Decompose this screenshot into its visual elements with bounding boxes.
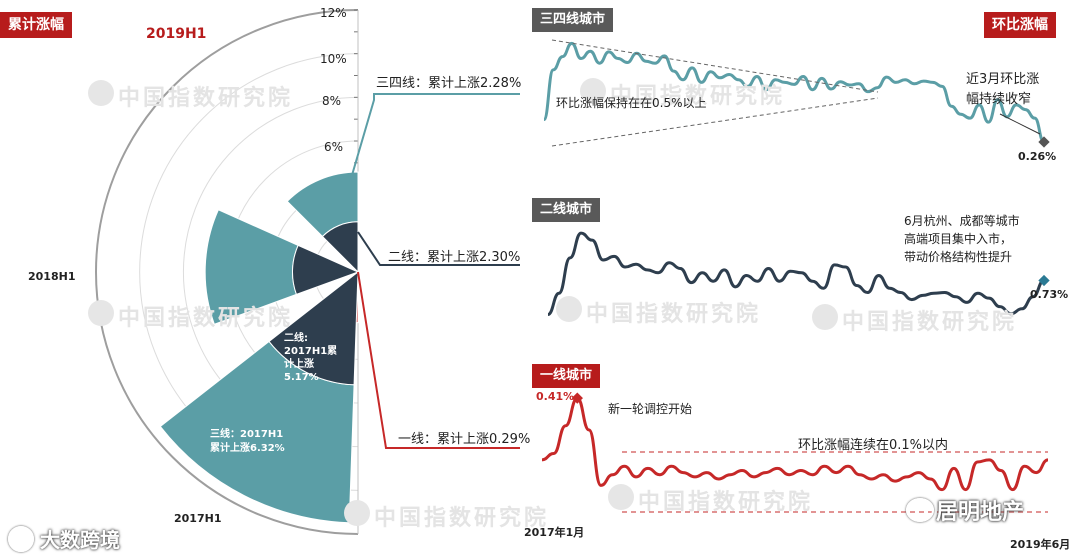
tier3-note-line1: 近3月环比涨: [966, 72, 1040, 87]
sector-2017-tier2: [268, 270, 359, 386]
callout-tier1: 一线：累计上涨0.29%: [398, 432, 531, 447]
polar-outer-arc: [95, 9, 359, 535]
tier3-annotation: 环比涨幅保持在在0.5%以上: [556, 96, 707, 110]
watermark: 中国指数研究院: [610, 84, 786, 109]
trend-line-top: [551, 39, 879, 93]
watermark: 中国指数研究院: [374, 506, 550, 531]
tier3-title: 三四线城市: [532, 8, 614, 32]
watermark-logo-icon: [556, 296, 582, 322]
line-tier2: [547, 231, 1045, 316]
axis-tick: 10%: [320, 52, 347, 66]
tier1-band-note: 环比涨幅连续在0.1%以内: [798, 438, 949, 453]
brand-logo-icon: [8, 526, 34, 552]
watermark-logo-icon: [608, 484, 634, 510]
x-axis-start: 2017年1月: [524, 526, 585, 539]
sector-2019-tier2: [321, 221, 359, 274]
period-title: 2019H1: [146, 26, 207, 42]
watermark-logo-icon: [88, 80, 114, 106]
watermark: 中国指数研究院: [118, 306, 294, 331]
tier3-end-label: 0.26%: [1018, 150, 1057, 163]
x-axis-end: 2019年6月: [1010, 538, 1071, 551]
callout-tier2: 二线：累计上涨2.30%: [388, 250, 521, 265]
axis-tick: 8%: [322, 94, 342, 108]
callout-line-tier3: [349, 93, 520, 183]
watermark-logo-icon: [812, 304, 838, 330]
period-label-2017: 2017H1: [174, 512, 222, 525]
watermark: 中国指数研究院: [118, 86, 294, 111]
tier2-note-line3: 带动价格结构性提升: [904, 250, 1013, 264]
inner-label-tier2-2017: 二线: 2017H1累 计上涨 5.17%: [284, 333, 338, 383]
sector-2018-tier2: [292, 244, 360, 296]
tier1-note: 新一轮调控开始: [608, 402, 693, 416]
period-label-2018: 2018H1: [28, 270, 76, 283]
tier1-peak-marker: [571, 392, 583, 404]
cumulative-tag: 累计涨幅: [0, 12, 72, 38]
tier1-title: 一线城市: [532, 364, 601, 388]
axis-tick: 6%: [324, 140, 344, 154]
line-tier3: [542, 41, 1045, 144]
callout-line-tier2: [357, 231, 520, 266]
callout-tier3: 三四线：累计上涨2.28%: [376, 76, 522, 91]
trend-line-bottom: [551, 97, 879, 147]
line-tier1: [541, 396, 1049, 492]
tier2-note-line2: 高端项目集中入市，: [904, 232, 1013, 246]
watermark: 中国指数研究院: [638, 490, 814, 515]
brand-left: 大数跨境: [40, 528, 120, 552]
tier3-note-line2: 幅持续收窄: [966, 92, 1032, 107]
watermark: 中国指数研究院: [586, 302, 762, 327]
mom-tag: 环比涨幅: [984, 12, 1056, 38]
brand-right: 居明地产: [936, 500, 1025, 525]
watermark-logo-icon: [344, 500, 370, 526]
inner-label-tier3-2017: 三线：2017H1 累计上涨6.32%: [210, 429, 285, 454]
tier1-peak-label: 0.41%: [536, 390, 575, 403]
tier3-note-arrow: [999, 113, 1041, 135]
wechat-icon: [906, 498, 934, 522]
watermark: 中国指数研究院: [842, 310, 1018, 335]
tier3-end-marker: [1038, 136, 1050, 148]
tier2-end-label: 0.73%: [1030, 288, 1069, 301]
tier2-title: 二线城市: [532, 198, 601, 222]
polar-bar-chart: [95, 9, 520, 535]
tier2-end-marker: [1038, 274, 1050, 287]
callout-line-tier1: [357, 271, 520, 449]
tier2-note-line1: 6月杭州、成都等城市: [904, 214, 1020, 228]
watermark-logo-icon: [88, 300, 114, 326]
axis-tick: 12%: [320, 6, 347, 20]
line-charts: [541, 39, 1050, 513]
watermark-logo-icon: [580, 78, 606, 104]
